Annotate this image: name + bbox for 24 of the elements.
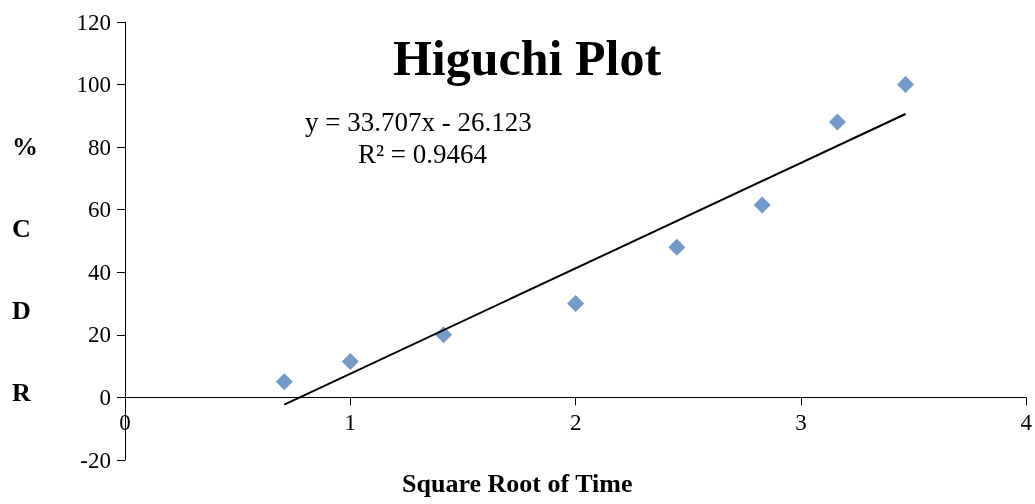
y-tick-label: 80 bbox=[88, 134, 111, 160]
y-tick-label: 0 bbox=[99, 384, 111, 410]
y-tick-label: 20 bbox=[88, 322, 111, 348]
chart-title: Higuchi Plot bbox=[392, 30, 662, 86]
y-tick-label: 100 bbox=[76, 72, 111, 98]
y-tick-label: 120 bbox=[76, 9, 111, 35]
text: %CDR bbox=[12, 131, 38, 407]
x-tick-label: 4 bbox=[1020, 410, 1033, 436]
point bbox=[828, 113, 846, 131]
point bbox=[668, 238, 686, 256]
point bbox=[753, 196, 771, 214]
y-tick-label: 40 bbox=[88, 259, 111, 285]
point bbox=[275, 373, 293, 391]
x-tick-label: 3 bbox=[795, 410, 807, 436]
x-tick-label: 1 bbox=[344, 410, 357, 436]
annotation: R² = 0.9464 bbox=[358, 138, 488, 169]
y-tick-label: 60 bbox=[88, 197, 111, 223]
point bbox=[567, 295, 585, 313]
x-axis-title: Square Root of Time bbox=[402, 468, 633, 498]
point bbox=[341, 352, 359, 370]
point bbox=[896, 76, 914, 94]
y-tick-label: -20 bbox=[80, 447, 111, 473]
x-tick-label: 2 bbox=[569, 410, 582, 436]
annotation: y = 33.707x - 26.123 bbox=[305, 106, 532, 137]
